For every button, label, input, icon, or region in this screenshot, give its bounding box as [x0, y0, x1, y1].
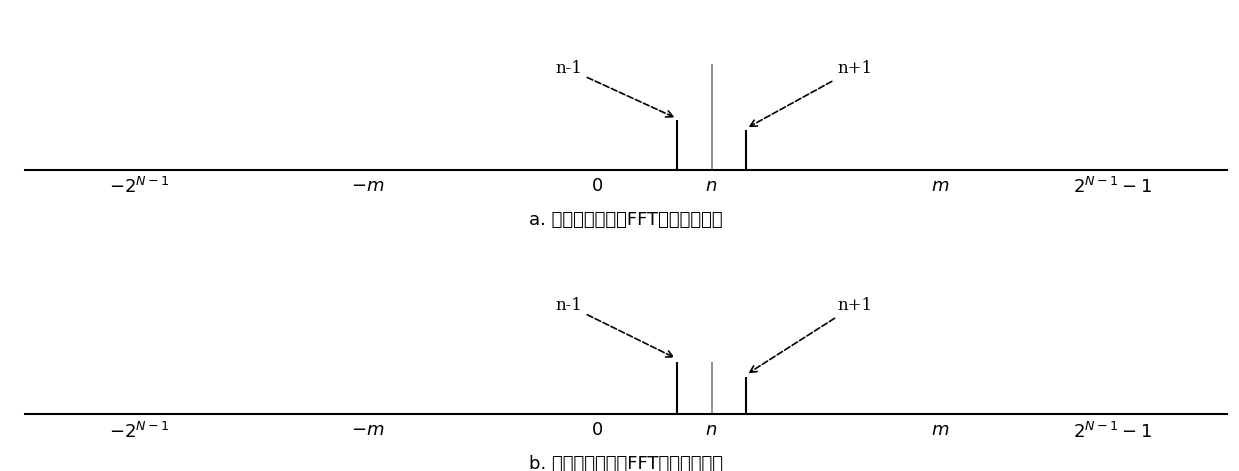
Text: n+1: n+1 [750, 297, 872, 372]
Text: n-1: n-1 [555, 297, 673, 357]
Text: n-1: n-1 [555, 60, 673, 117]
X-axis label: a. 单频和信号经过FFT后输出的频谱: a. 单频和信号经过FFT后输出的频谱 [529, 211, 722, 229]
Text: n+1: n+1 [750, 60, 872, 126]
X-axis label: b. 单频差信号经过FFT后输出的频谱: b. 单频差信号经过FFT后输出的频谱 [529, 455, 722, 471]
